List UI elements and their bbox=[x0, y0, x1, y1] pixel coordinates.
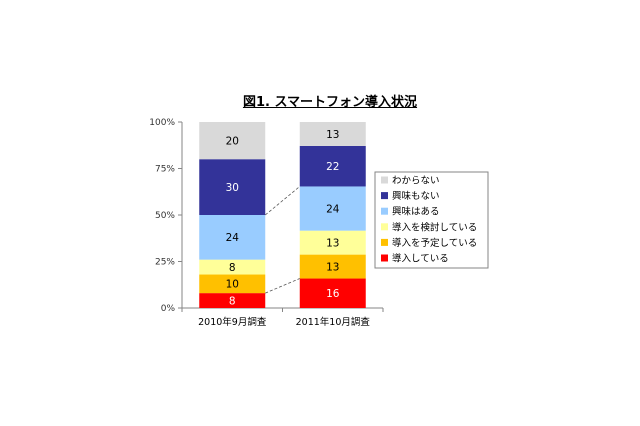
bar-segment bbox=[299, 122, 366, 146]
data-label: 13 bbox=[326, 261, 339, 273]
legend-box bbox=[374, 171, 489, 269]
legend-swatch bbox=[381, 207, 388, 215]
bar-segment bbox=[199, 215, 266, 260]
x-tick-label: 2011年10月調査 bbox=[296, 316, 371, 328]
legend-label: 興味もない bbox=[392, 190, 440, 202]
x-tick-label: 2010年9月調査 bbox=[198, 316, 267, 328]
data-label: 10 bbox=[226, 279, 239, 291]
data-label: 8 bbox=[229, 262, 236, 274]
chart-title: 図1. スマートフォン導入状況 bbox=[242, 95, 418, 110]
legend-swatch bbox=[381, 238, 388, 246]
y-tick-label: 100% bbox=[149, 118, 175, 128]
bar-segment bbox=[199, 159, 266, 215]
legend-swatch bbox=[381, 223, 388, 231]
chart-bars bbox=[199, 122, 366, 308]
y-tick-label: 50% bbox=[155, 211, 175, 221]
bar-segment bbox=[199, 274, 266, 294]
series-line bbox=[264, 186, 301, 216]
data-label: 22 bbox=[326, 161, 339, 173]
series-line bbox=[265, 278, 300, 294]
bar-segment bbox=[299, 230, 366, 255]
legend-label: 導入している bbox=[392, 253, 449, 265]
legend-swatch bbox=[381, 254, 388, 262]
y-tick-label: 0% bbox=[161, 304, 176, 314]
legend-swatch bbox=[381, 176, 388, 184]
y-tick-label: 75% bbox=[155, 165, 175, 175]
bar-segment bbox=[299, 145, 366, 187]
y-tick-label: 25% bbox=[155, 258, 175, 268]
data-label: 13 bbox=[326, 129, 339, 141]
data-label: 8 bbox=[229, 295, 236, 307]
bar-segment bbox=[299, 278, 366, 308]
bar-segment bbox=[199, 259, 266, 275]
data-label: 13 bbox=[326, 237, 339, 249]
bar-segment bbox=[199, 122, 266, 160]
legend-label: 導入を予定している bbox=[392, 237, 477, 249]
data-label: 16 bbox=[326, 288, 340, 300]
data-label: 30 bbox=[226, 182, 239, 194]
data-label: 20 bbox=[226, 135, 239, 147]
bar-segment bbox=[299, 186, 366, 231]
data-label: 24 bbox=[326, 203, 340, 215]
legend-swatch bbox=[381, 192, 388, 200]
bar-segment bbox=[299, 254, 366, 279]
legend-label: わからない bbox=[392, 176, 440, 187]
legend-label: 導入を検討している bbox=[392, 221, 477, 233]
data-label: 24 bbox=[226, 232, 240, 244]
legend-label: 興味はある bbox=[392, 206, 440, 218]
bar-segment bbox=[199, 293, 266, 308]
series-lines bbox=[264, 186, 301, 294]
data-labels: 8 10 8 24 30 20 16 13 13 24 22 13 bbox=[226, 129, 340, 308]
